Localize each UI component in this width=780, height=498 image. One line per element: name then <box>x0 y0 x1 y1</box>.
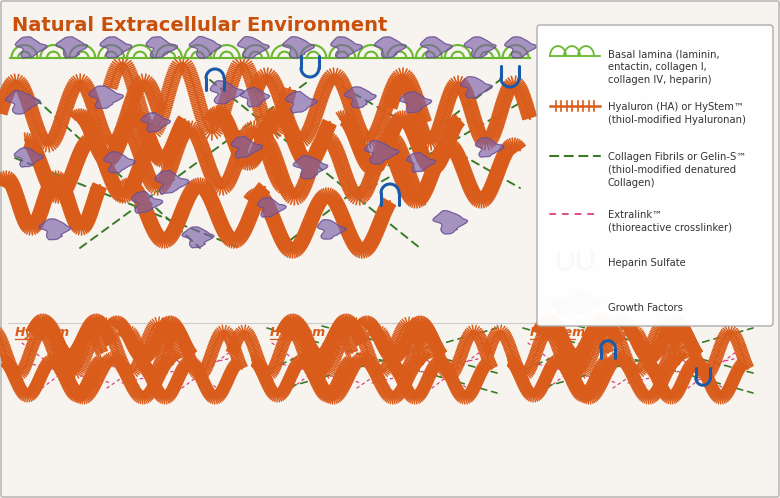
Polygon shape <box>56 37 87 58</box>
Text: Hyaluron (HA) or HyStem™
(thiol-modified Hyaluronan): Hyaluron (HA) or HyStem™ (thiol-modified… <box>608 102 746 125</box>
Polygon shape <box>293 156 328 179</box>
Polygon shape <box>5 91 41 114</box>
Polygon shape <box>568 292 600 313</box>
Polygon shape <box>399 92 431 113</box>
Polygon shape <box>132 192 163 213</box>
Polygon shape <box>141 113 170 132</box>
Text: Collagen Fibrils or Gelin-S™
(thiol-modified denatured
Collagen): Collagen Fibrils or Gelin-S™ (thiol-modi… <box>608 152 746 188</box>
Text: Extralink™
(thioreactive crosslinker): Extralink™ (thioreactive crosslinker) <box>608 210 732 233</box>
Text: Heparin Sulfate: Heparin Sulfate <box>608 258 686 268</box>
Text: Basal lamina (laminin,
entactin, collagen I,
collagen IV, heparin): Basal lamina (laminin, entactin, collage… <box>608 49 720 85</box>
Text: Growth Factors: Growth Factors <box>608 303 682 313</box>
Polygon shape <box>365 140 399 164</box>
Polygon shape <box>282 37 314 58</box>
Polygon shape <box>16 37 47 58</box>
Polygon shape <box>406 153 436 172</box>
Polygon shape <box>104 152 136 173</box>
Polygon shape <box>211 81 244 104</box>
Polygon shape <box>182 227 214 248</box>
Polygon shape <box>190 36 221 58</box>
FancyBboxPatch shape <box>537 25 773 326</box>
Polygon shape <box>317 220 346 239</box>
Text: HyStem: HyStem <box>15 326 70 339</box>
Polygon shape <box>420 37 452 58</box>
Polygon shape <box>464 37 496 58</box>
Text: HyStem HP: HyStem HP <box>530 326 609 339</box>
Polygon shape <box>433 211 467 234</box>
Polygon shape <box>155 171 189 194</box>
Polygon shape <box>344 87 376 108</box>
Polygon shape <box>461 77 492 98</box>
Polygon shape <box>505 37 537 58</box>
Polygon shape <box>39 219 71 240</box>
Polygon shape <box>238 37 269 58</box>
Polygon shape <box>14 148 44 167</box>
Polygon shape <box>89 86 123 109</box>
Polygon shape <box>100 37 132 58</box>
Polygon shape <box>551 298 578 315</box>
Text: HyStem C: HyStem C <box>270 326 339 339</box>
Polygon shape <box>146 37 178 58</box>
Polygon shape <box>331 37 363 58</box>
Polygon shape <box>476 138 504 157</box>
Polygon shape <box>257 198 286 217</box>
Polygon shape <box>232 136 263 158</box>
Polygon shape <box>240 88 269 107</box>
Polygon shape <box>285 92 317 113</box>
Text: Natural Extracellular Environment: Natural Extracellular Environment <box>12 16 388 35</box>
Polygon shape <box>374 37 406 58</box>
